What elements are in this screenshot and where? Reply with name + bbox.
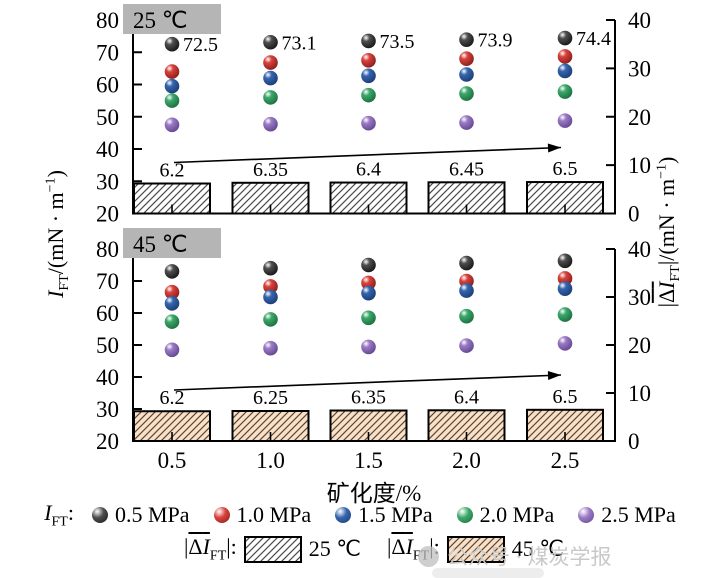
pressure-dot-icon bbox=[91, 507, 108, 524]
svg-text:20: 20 bbox=[96, 202, 119, 227]
svg-text:40: 40 bbox=[628, 8, 651, 33]
pressure-label: 1.0 MPa bbox=[236, 502, 312, 528]
hatch-swatch-25c-icon bbox=[243, 535, 302, 563]
svg-text:20: 20 bbox=[96, 429, 119, 454]
delta-ift-formula: |ΔIFT|: bbox=[184, 534, 237, 564]
x-axis-title: 矿化度/% bbox=[326, 481, 422, 506]
legend-pressures: IFT: 0.5 MPa 1.0 MPa 1.5 MPa 2.0 MPa 2.5 MPa bbox=[0, 500, 720, 530]
legend-item-delta-25c: |ΔIFT|: 25 ℃ bbox=[184, 534, 361, 564]
pressure-dot-icon bbox=[335, 507, 352, 524]
svg-text:50: 50 bbox=[96, 333, 119, 358]
panel-25 ℃: 80 70 60 50 40 30 20 40 30 20 10 0 6.2 6.35 6.4 6.45 6.5… bbox=[96, 4, 651, 227]
svg-text:40: 40 bbox=[96, 137, 119, 162]
svg-text:6.25: 6.25 bbox=[253, 387, 288, 409]
svg-text:6.35: 6.35 bbox=[351, 387, 386, 409]
svg-text:40: 40 bbox=[628, 237, 651, 262]
svg-text:40: 40 bbox=[96, 365, 119, 390]
svg-text:6.5: 6.5 bbox=[553, 158, 578, 180]
legend-item-1.0-mpa: 1.0 MPa bbox=[213, 502, 312, 528]
legend-item-0.5-mpa: 0.5 MPa bbox=[91, 502, 190, 528]
svg-text:6.4: 6.4 bbox=[356, 159, 381, 181]
pressure-label: 1.5 MPa bbox=[358, 502, 433, 528]
svg-text:6.35: 6.35 bbox=[253, 159, 288, 181]
svg-text:70: 70 bbox=[96, 40, 119, 65]
legend-item-2.5-mpa: 2.5 MPa bbox=[578, 502, 676, 528]
delta-ift-formula: |ΔIFT|: bbox=[387, 534, 440, 564]
svg-text:6.2: 6.2 bbox=[160, 387, 185, 409]
legend-item-delta-45c: |ΔIFT|: 45 ℃ bbox=[387, 534, 564, 564]
pressure-label: 2.5 MPa bbox=[601, 502, 676, 528]
svg-text:30: 30 bbox=[628, 56, 651, 81]
svg-text:2.0: 2.0 bbox=[452, 448, 481, 473]
svg-text:60: 60 bbox=[96, 301, 119, 326]
svg-text:20: 20 bbox=[628, 105, 651, 130]
hatch-swatch-45c-icon bbox=[446, 535, 505, 563]
dual-panel-chart: 80 70 60 50 40 30 20 40 30 20 10 0 6.2 6.35 6.4 6.45 6.5… bbox=[96, 4, 651, 473]
svg-text:0.5: 0.5 bbox=[158, 448, 187, 473]
svg-text:6.5: 6.5 bbox=[553, 386, 578, 408]
svg-text:1.0: 1.0 bbox=[256, 448, 285, 473]
pressure-dot-icon bbox=[456, 507, 473, 524]
legend-label-25c: 25 ℃ bbox=[308, 536, 361, 562]
svg-text:30: 30 bbox=[96, 397, 119, 422]
svg-text:80: 80 bbox=[96, 237, 119, 262]
svg-text:30: 30 bbox=[628, 285, 651, 310]
svg-text:73.5: 73.5 bbox=[380, 31, 415, 53]
svg-text:0: 0 bbox=[628, 202, 640, 227]
svg-text:10: 10 bbox=[628, 153, 651, 178]
svg-text:50: 50 bbox=[96, 105, 119, 130]
legend-item-1.5-mpa: 1.5 MPa bbox=[335, 502, 433, 528]
svg-text:73.9: 73.9 bbox=[478, 30, 513, 52]
svg-text:6.4: 6.4 bbox=[454, 386, 479, 408]
panel-45 ℃: 80 70 60 50 40 30 20 40 30 20 10 0 6.2 6.25 6.35 6.4 6.5… bbox=[96, 228, 651, 473]
svg-text:25 ℃: 25 ℃ bbox=[133, 8, 188, 33]
legend-ift-prefix: IFT: bbox=[44, 500, 74, 530]
pressure-dot-icon bbox=[213, 507, 230, 524]
svg-text:10: 10 bbox=[628, 381, 651, 406]
svg-text:72.5: 72.5 bbox=[183, 34, 218, 56]
svg-text:30: 30 bbox=[96, 169, 119, 194]
svg-text:0: 0 bbox=[628, 429, 640, 454]
svg-text:1.5: 1.5 bbox=[354, 448, 383, 473]
right-axis-title: |ΔIFT|/(mN · m−1) bbox=[653, 156, 684, 308]
svg-text:45 ℃: 45 ℃ bbox=[133, 232, 188, 257]
svg-text:70: 70 bbox=[96, 269, 119, 294]
svg-text:74.4: 74.4 bbox=[576, 28, 611, 50]
svg-text:6.2: 6.2 bbox=[160, 160, 185, 182]
left-axis-title: IFT/(mN · m−1) bbox=[42, 170, 73, 298]
pressure-label: 2.0 MPa bbox=[479, 502, 555, 528]
svg-text:6.45: 6.45 bbox=[449, 158, 484, 180]
svg-text:73.1: 73.1 bbox=[282, 32, 317, 54]
legend-label-45c: 45 ℃ bbox=[511, 536, 564, 562]
pressure-dot-icon bbox=[578, 507, 595, 524]
svg-text:2.5: 2.5 bbox=[551, 448, 580, 473]
svg-text:80: 80 bbox=[96, 8, 119, 33]
legend-delta-bars: |ΔIFT|: 25 ℃ |ΔIFT|: 45 ℃ bbox=[14, 534, 720, 564]
svg-text:60: 60 bbox=[96, 73, 119, 98]
watermark-strip bbox=[432, 568, 544, 578]
legend-item-2.0-mpa: 2.0 MPa bbox=[456, 502, 555, 528]
svg-text:20: 20 bbox=[628, 333, 651, 358]
pressure-label: 0.5 MPa bbox=[114, 502, 190, 528]
